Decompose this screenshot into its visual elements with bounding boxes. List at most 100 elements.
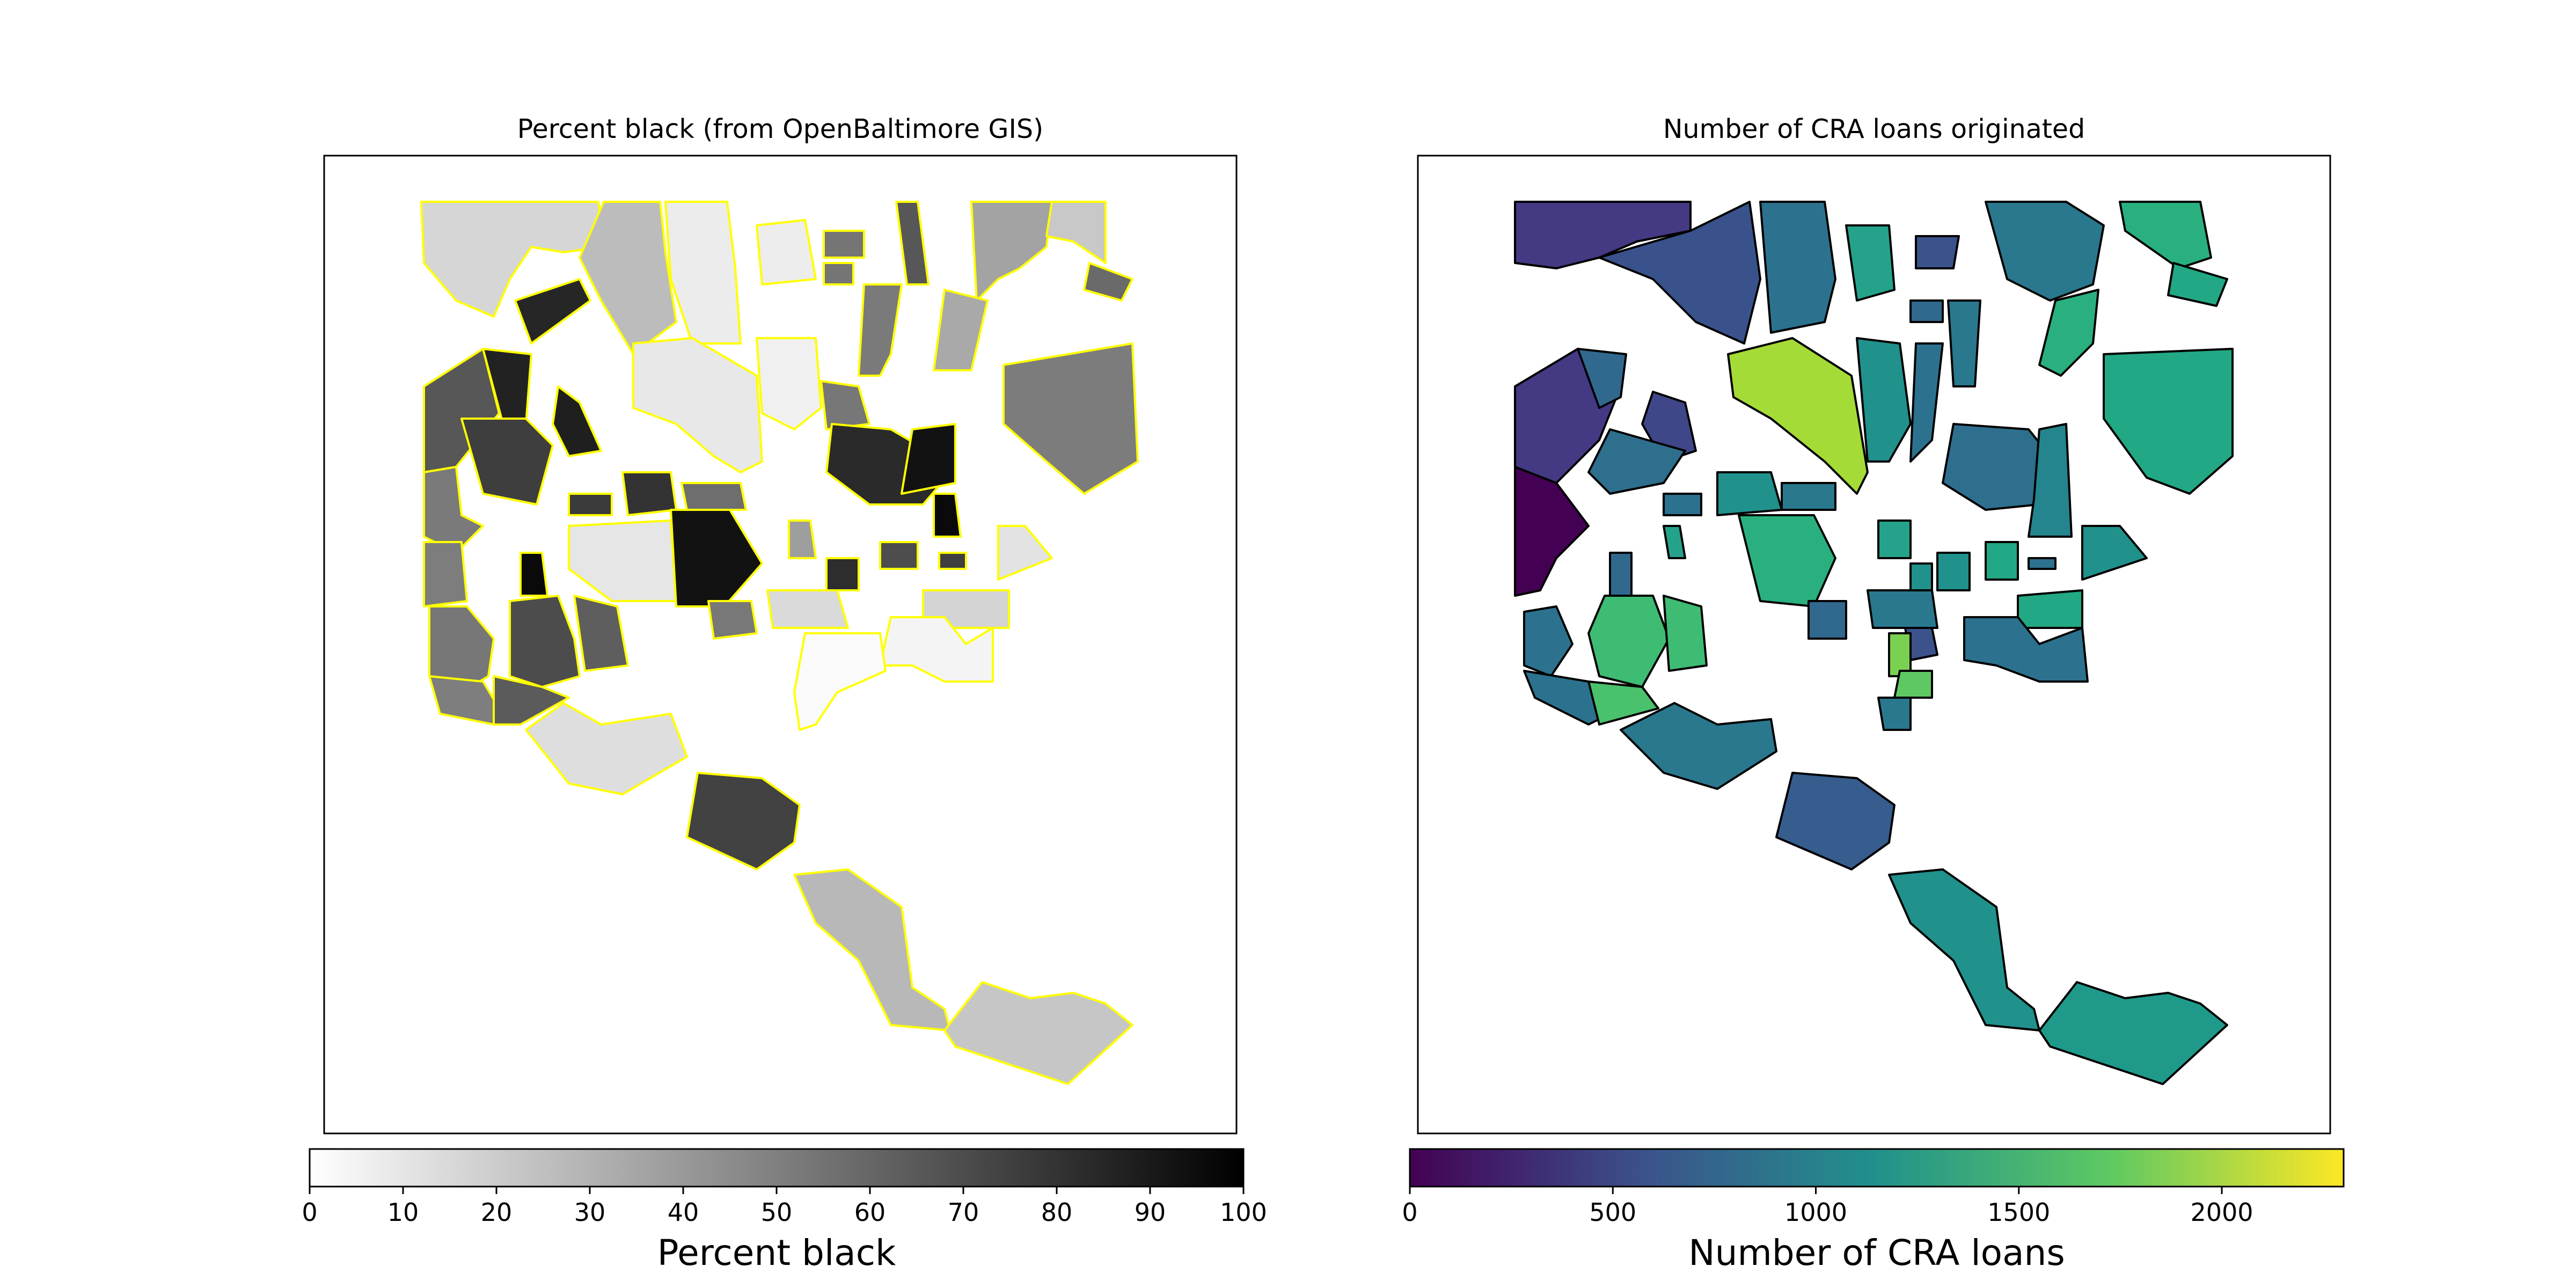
- left-map-title: Percent black (from OpenBaltimore GIS): [517, 114, 1044, 144]
- region: [1867, 589, 1938, 629]
- colorbar-tick-label: 100: [1220, 1198, 1267, 1227]
- region: [525, 702, 688, 795]
- region: [1663, 493, 1702, 516]
- region: [1663, 525, 1686, 559]
- colorbar-tick-label: 90: [1134, 1198, 1166, 1227]
- colorbar-tick-label: 500: [1589, 1198, 1637, 1227]
- colorbar-tick-label: 30: [574, 1198, 606, 1227]
- region: [1985, 541, 2019, 581]
- colorbar-tick-label: 20: [480, 1198, 513, 1227]
- region: [1514, 466, 1590, 597]
- region: [568, 519, 677, 602]
- region: [621, 471, 677, 516]
- left-colorbar: [309, 1148, 1245, 1194]
- region: [793, 632, 887, 731]
- region: [2119, 201, 2212, 269]
- region: [2028, 557, 2057, 570]
- region: [2103, 348, 2234, 495]
- region: [823, 262, 854, 286]
- region: [1663, 595, 1708, 672]
- left-map: [323, 155, 1238, 1135]
- region: [943, 981, 1133, 1085]
- region: [514, 278, 591, 345]
- region: [1947, 299, 1981, 387]
- region: [938, 552, 967, 570]
- region: [519, 552, 548, 597]
- region: [1587, 680, 1659, 726]
- region: [579, 201, 677, 355]
- region: [895, 201, 930, 286]
- left-colorbar-ticks: [309, 1187, 1245, 1194]
- region: [901, 423, 956, 495]
- region: [1587, 428, 1686, 495]
- region: [1909, 342, 1944, 463]
- right-map: [1417, 155, 2331, 1135]
- right-colorbar: [1409, 1148, 2345, 1194]
- colorbar-tick-label: 40: [667, 1198, 699, 1227]
- right-map-title: Number of CRA loans originated: [1663, 114, 2085, 144]
- region: [825, 557, 860, 591]
- region: [1002, 342, 1139, 495]
- region: [1963, 616, 2089, 683]
- region: [423, 541, 468, 608]
- right-colorbar-label: Number of CRA loans: [1688, 1232, 2065, 1274]
- region: [1716, 471, 1783, 516]
- right-map-regions: [1514, 201, 2234, 1085]
- colorbar-tick-label: 0: [302, 1198, 318, 1227]
- region: [423, 466, 484, 554]
- region: [879, 541, 919, 570]
- region: [820, 380, 870, 430]
- region: [1727, 337, 1869, 495]
- region: [1893, 670, 1933, 699]
- region: [1759, 201, 1836, 334]
- region: [997, 525, 1053, 581]
- region: [2167, 262, 2228, 307]
- region: [509, 595, 581, 688]
- region: [1936, 552, 1971, 591]
- region: [1083, 262, 1133, 302]
- region: [756, 219, 817, 286]
- region: [1888, 868, 2040, 1031]
- right-colorbar-ticks: [1409, 1187, 2223, 1194]
- region: [1915, 235, 1960, 269]
- region: [664, 201, 742, 345]
- region: [632, 337, 763, 473]
- colorbar-tick-label: 1000: [1784, 1198, 1848, 1227]
- region: [1620, 702, 1777, 790]
- region: [2081, 525, 2148, 581]
- region: [1909, 562, 1933, 591]
- colorbar-tick-label: 50: [760, 1198, 793, 1227]
- left-colorbar-label: Percent black: [657, 1232, 896, 1274]
- region: [2028, 423, 2073, 538]
- region: [2038, 981, 2228, 1085]
- region: [933, 493, 962, 538]
- region: [2038, 289, 2099, 377]
- region: [1781, 482, 1836, 511]
- colorbar-tick-label: 80: [1041, 1198, 1073, 1227]
- region: [1598, 201, 1761, 345]
- region: [1807, 600, 1847, 640]
- region: [1523, 605, 1574, 677]
- region: [858, 283, 903, 377]
- colorbar-tick-label: 2000: [2190, 1198, 2253, 1227]
- region: [756, 337, 822, 430]
- region: [1609, 552, 1633, 597]
- region: [670, 509, 763, 608]
- colorbar-tick-label: 10: [387, 1198, 419, 1227]
- region: [1985, 201, 2105, 302]
- region: [680, 482, 747, 511]
- region: [788, 519, 817, 559]
- region: [823, 230, 865, 259]
- region: [493, 675, 570, 726]
- region: [1856, 337, 1912, 463]
- colorbar-tick-label: 0: [1402, 1198, 1418, 1227]
- region: [573, 595, 629, 672]
- region: [552, 385, 602, 457]
- region: [2017, 589, 2083, 629]
- region: [879, 616, 994, 683]
- region: [1577, 348, 1627, 409]
- right-colorbar-gradient: [1409, 1148, 2345, 1188]
- region: [793, 868, 951, 1031]
- region: [1877, 519, 1912, 559]
